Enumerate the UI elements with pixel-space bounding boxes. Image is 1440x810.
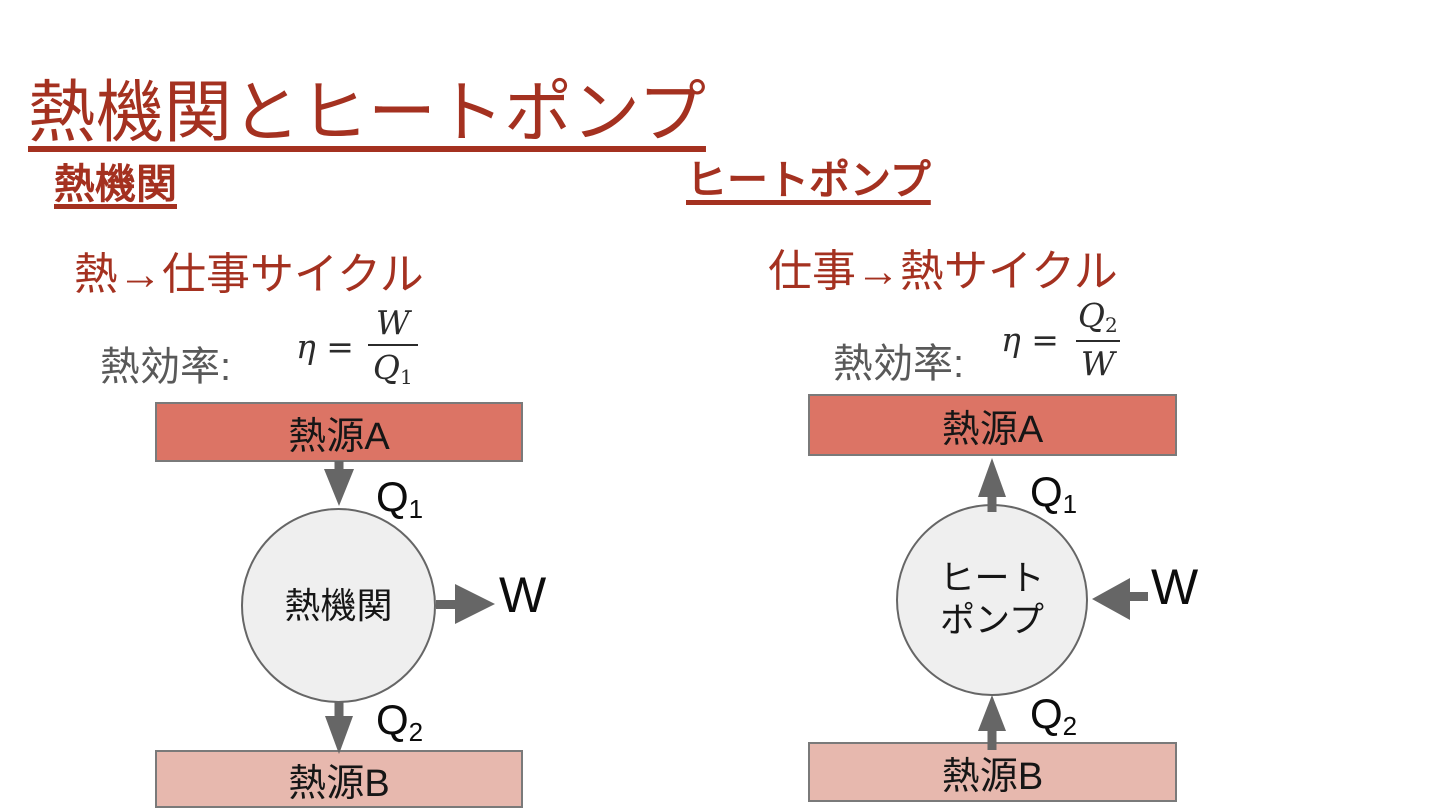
heat-pump-label-line1: ヒート [939, 559, 1045, 598]
left-q2-arrow-down-icon [325, 702, 353, 754]
heat-engine-label: 熱機関 [284, 584, 393, 626]
arrow-stem [334, 461, 344, 472]
right-q2-subscript: 2 [1062, 711, 1078, 741]
right-heat-source-a-box: 熱源A [808, 394, 1177, 456]
left-q2-subscript: 2 [408, 717, 424, 747]
left-heat-source-a-label: 熱源A [288, 415, 390, 458]
left-section-header: 熱機関 [54, 161, 177, 207]
arrow-stem [1124, 592, 1148, 601]
left-formula-fraction: W Q1 [367, 303, 418, 389]
left-q1-label: Q1 [376, 473, 424, 524]
right-formula-fraction: Q2 W [1073, 299, 1123, 380]
right-formula-lhs: η = [1001, 320, 1059, 359]
left-subtitle: 熱→仕事サイクル [74, 250, 424, 299]
heat-engine-circle: 熱機関 [241, 508, 436, 703]
page-title: 熱機関とヒートポンプ [28, 74, 706, 151]
left-formula-numerator: W [375, 303, 410, 342]
left-formula-lhs: η = [296, 327, 354, 366]
heat-pump-label: ヒート ポンプ [939, 558, 1044, 642]
arrow-head [455, 584, 495, 624]
arrow-stem [334, 702, 344, 720]
left-efficiency-label: 熱効率: [100, 345, 232, 389]
arrow-head [324, 469, 354, 506]
left-formula-denominator: Q1 [367, 344, 418, 389]
right-q2-label: Q2 [1030, 690, 1078, 741]
left-q1-arrow-down-icon [324, 461, 354, 506]
right-q1-label: Q1 [1030, 468, 1078, 519]
right-q1-subscript: 1 [1062, 489, 1078, 519]
arrow-head [1092, 578, 1130, 620]
right-formula-numerator-subscript: 2 [1104, 313, 1118, 337]
right-work-label: W [1151, 559, 1199, 615]
right-heat-source-a-label: 熱源A [941, 408, 1044, 451]
left-heat-source-a-box: 熱源A [155, 402, 523, 462]
right-heat-source-b-box: 熱源B [808, 742, 1177, 802]
left-efficiency-formula: η = W Q1 [296, 306, 418, 387]
arrow-stem [436, 600, 462, 609]
right-subtitle: 仕事→熱サイクル [768, 247, 1118, 296]
arrow-head [325, 716, 353, 754]
left-q1-subscript: 1 [408, 494, 424, 524]
arrow-head [978, 695, 1006, 731]
right-efficiency-formula: η = Q2 W [1001, 299, 1123, 380]
right-section-header: ヒートポンプ [686, 157, 931, 203]
left-work-arrow-right-icon [436, 584, 495, 624]
left-work-label: W [499, 567, 547, 623]
right-formula-denominator: W [1075, 340, 1120, 380]
heat-pump-label-line2: ポンプ [940, 601, 1044, 640]
heat-pump-circle: ヒート ポンプ [896, 504, 1088, 696]
arrow-head [978, 458, 1006, 497]
right-formula-numerator: Q2 [1077, 296, 1118, 337]
left-formula-denominator-subscript: 1 [399, 365, 413, 389]
right-heat-source-b-label: 熱源B [941, 755, 1044, 798]
left-heat-source-b-label: 熱源B [288, 762, 390, 805]
right-work-arrow-left-icon [1092, 578, 1148, 620]
left-q2-label: Q2 [376, 696, 424, 747]
left-heat-source-b-box: 熱源B [155, 750, 523, 808]
right-efficiency-label: 熱効率: [833, 342, 965, 386]
